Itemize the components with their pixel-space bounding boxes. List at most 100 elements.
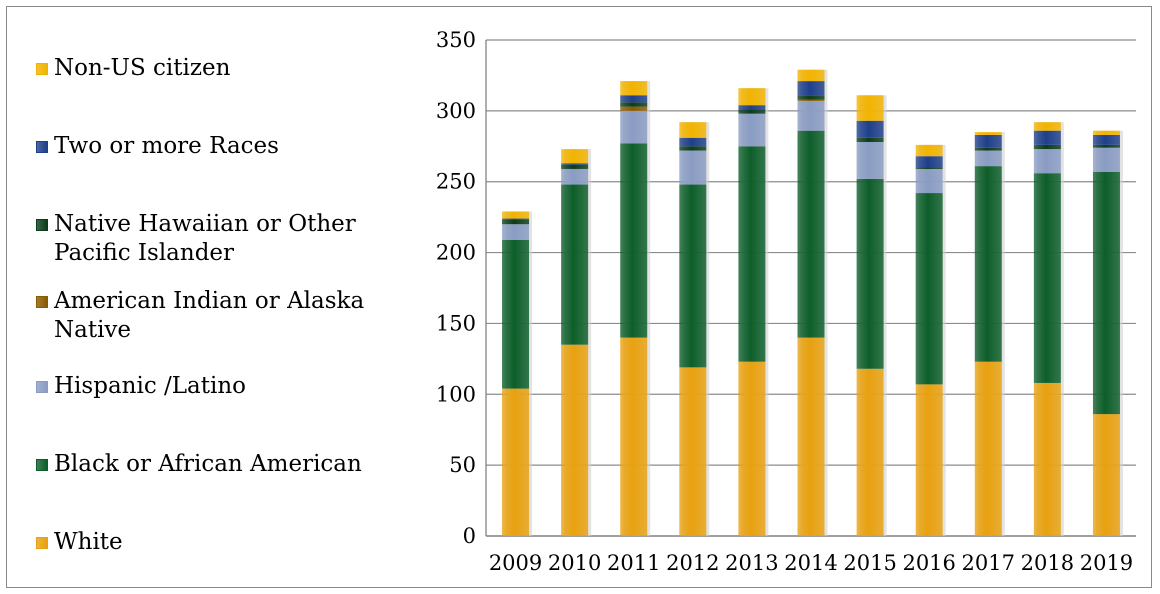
bar-segment bbox=[797, 99, 825, 101]
bar-segment bbox=[738, 88, 766, 106]
bar-segment bbox=[974, 134, 1002, 148]
bar-segment bbox=[1033, 149, 1061, 174]
bar-segment bbox=[502, 218, 530, 220]
bar-segment bbox=[738, 113, 766, 147]
bar-segment bbox=[974, 147, 1002, 151]
bar-segment bbox=[738, 109, 766, 114]
bar-segment bbox=[856, 120, 884, 138]
y-tick-label: 200 bbox=[436, 241, 476, 265]
legend-item: Two or more Races bbox=[36, 132, 394, 161]
bar-segment bbox=[679, 150, 707, 185]
x-tick-label: 2009 bbox=[489, 551, 542, 575]
bar-segment bbox=[856, 137, 884, 143]
bar-segment bbox=[561, 164, 589, 169]
legend-swatch bbox=[36, 459, 48, 471]
bar-segment bbox=[620, 110, 648, 144]
bar-segment bbox=[856, 178, 884, 369]
legend-swatch bbox=[36, 219, 48, 231]
x-tick-label: 2014 bbox=[784, 551, 837, 575]
bar-segment bbox=[797, 130, 825, 338]
bar-segment bbox=[679, 367, 707, 536]
legend-label: White bbox=[54, 529, 123, 555]
bar-segment bbox=[797, 95, 825, 100]
legend-item: Non-US citizen bbox=[36, 54, 394, 83]
bar-segment bbox=[915, 168, 943, 194]
bar-segment bbox=[797, 100, 825, 131]
bar-segment bbox=[620, 337, 648, 536]
legend-swatch bbox=[36, 63, 48, 75]
y-tick-label: 0 bbox=[463, 524, 476, 548]
legend-label: Native Hawaiian or Other Pacific Islande… bbox=[54, 211, 356, 266]
x-tick-label: 2012 bbox=[666, 551, 719, 575]
bar-segment bbox=[974, 132, 1002, 135]
legend-item: Native Hawaiian or Other Pacific Islande… bbox=[36, 210, 394, 268]
bar-segment bbox=[620, 102, 648, 107]
y-tick-label: 150 bbox=[436, 311, 476, 335]
x-tick-label: 2017 bbox=[962, 551, 1015, 575]
x-tick-label: 2016 bbox=[902, 551, 955, 575]
bar-segment bbox=[561, 168, 589, 185]
legend-label: American Indian or Alaska Native bbox=[54, 288, 365, 343]
legend-label: Non-US citizen bbox=[54, 55, 231, 81]
bar-segment bbox=[561, 149, 589, 164]
legend-swatch bbox=[36, 537, 48, 549]
bar-segment bbox=[738, 105, 766, 110]
y-tick-label: 250 bbox=[436, 170, 476, 194]
bar-segment bbox=[856, 368, 884, 536]
legend-swatch bbox=[36, 296, 48, 308]
bar-segment bbox=[620, 81, 648, 96]
legend-item: Black or African American bbox=[36, 450, 394, 479]
bar-segment bbox=[1092, 144, 1120, 148]
bar-segment bbox=[797, 81, 825, 96]
legend-swatch bbox=[36, 381, 48, 393]
bar-segment bbox=[856, 142, 884, 179]
bar-segment bbox=[679, 184, 707, 368]
bar-segment bbox=[915, 156, 943, 168]
bar-segment bbox=[502, 224, 530, 240]
bar-segment bbox=[974, 361, 1002, 536]
bar-segment bbox=[1092, 414, 1120, 536]
legend-swatch bbox=[36, 141, 48, 153]
bar-segment bbox=[915, 144, 943, 157]
bar-segment bbox=[1092, 134, 1120, 145]
x-tick-label: 2018 bbox=[1021, 551, 1074, 575]
bar-segment bbox=[1033, 122, 1061, 131]
x-tick-label: 2011 bbox=[607, 551, 660, 575]
bar-segment bbox=[856, 95, 884, 121]
x-tick-label: 2013 bbox=[725, 551, 778, 575]
bar-segment bbox=[1033, 130, 1061, 145]
y-tick-label: 100 bbox=[436, 382, 476, 406]
bar-segment bbox=[502, 219, 530, 225]
bar-segment bbox=[561, 163, 589, 165]
x-tick-label: 2015 bbox=[843, 551, 896, 575]
bar-segment bbox=[620, 143, 648, 338]
bar-segment bbox=[679, 122, 707, 138]
bar-segment bbox=[620, 106, 648, 111]
bar-segment bbox=[679, 146, 707, 151]
legend-label: Hispanic /Latino bbox=[54, 373, 247, 399]
y-tick-label: 300 bbox=[436, 99, 476, 123]
bar-segment bbox=[502, 388, 530, 536]
bar-segment bbox=[915, 384, 943, 536]
bar-segment bbox=[502, 211, 530, 219]
legend-label: Two or more Races bbox=[54, 133, 279, 159]
bar-segment bbox=[561, 344, 589, 536]
bar-segment bbox=[738, 146, 766, 362]
bar-segment bbox=[561, 184, 589, 345]
legend-item: Hispanic /Latino bbox=[36, 372, 394, 401]
x-tick-label: 2019 bbox=[1080, 551, 1133, 575]
bar-segment bbox=[738, 361, 766, 536]
legend-item: American Indian or Alaska Native bbox=[36, 287, 394, 345]
bar-segment bbox=[1092, 147, 1120, 172]
bar-segment bbox=[1033, 144, 1061, 150]
bar-segment bbox=[915, 167, 943, 169]
bar-segment bbox=[974, 150, 1002, 167]
bar-segment bbox=[620, 95, 648, 103]
bar-segment bbox=[1033, 382, 1061, 536]
bar-segment bbox=[915, 193, 943, 385]
legend-label: Black or African American bbox=[54, 451, 362, 477]
bar-segment bbox=[679, 137, 707, 147]
bar-segment bbox=[1033, 173, 1061, 383]
x-tick-label: 2010 bbox=[548, 551, 601, 575]
